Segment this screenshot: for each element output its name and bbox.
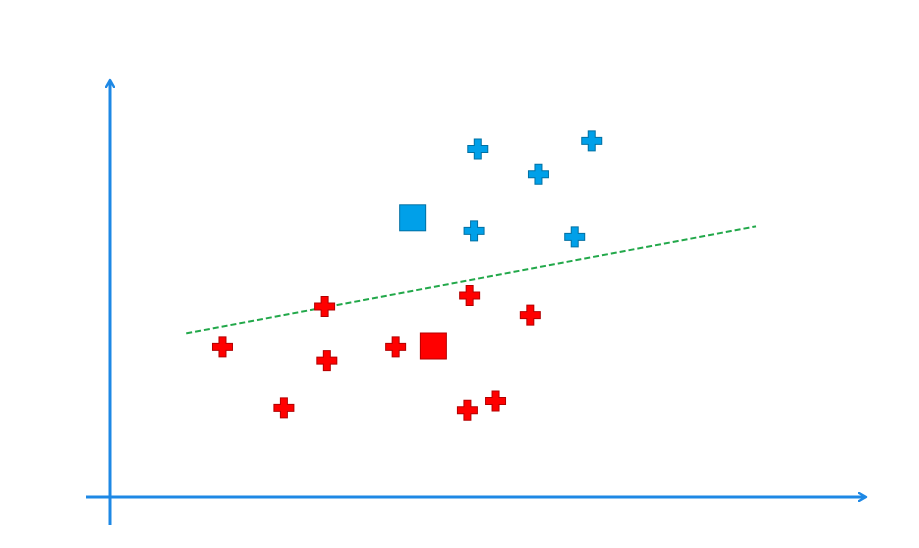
data-point: [314, 296, 336, 318]
data-point: [527, 163, 549, 185]
data-point: [273, 397, 295, 419]
data-point: [211, 336, 233, 358]
centroid-marker: [419, 332, 447, 360]
data-point: [519, 304, 541, 326]
data-point: [459, 285, 481, 307]
data-point: [316, 350, 338, 372]
points-layer: [211, 130, 603, 421]
data-point: [385, 336, 407, 358]
data-point: [564, 226, 586, 248]
data-point: [467, 138, 489, 160]
centroids-layer: [399, 204, 447, 360]
data-point: [456, 399, 478, 421]
data-point: [485, 390, 507, 412]
data-point: [463, 220, 485, 242]
decision-boundary-line: [186, 225, 757, 335]
centroid-marker: [399, 204, 427, 232]
data-point: [581, 130, 603, 152]
decision-boundary-layer: [186, 225, 757, 335]
axes: [86, 80, 866, 525]
